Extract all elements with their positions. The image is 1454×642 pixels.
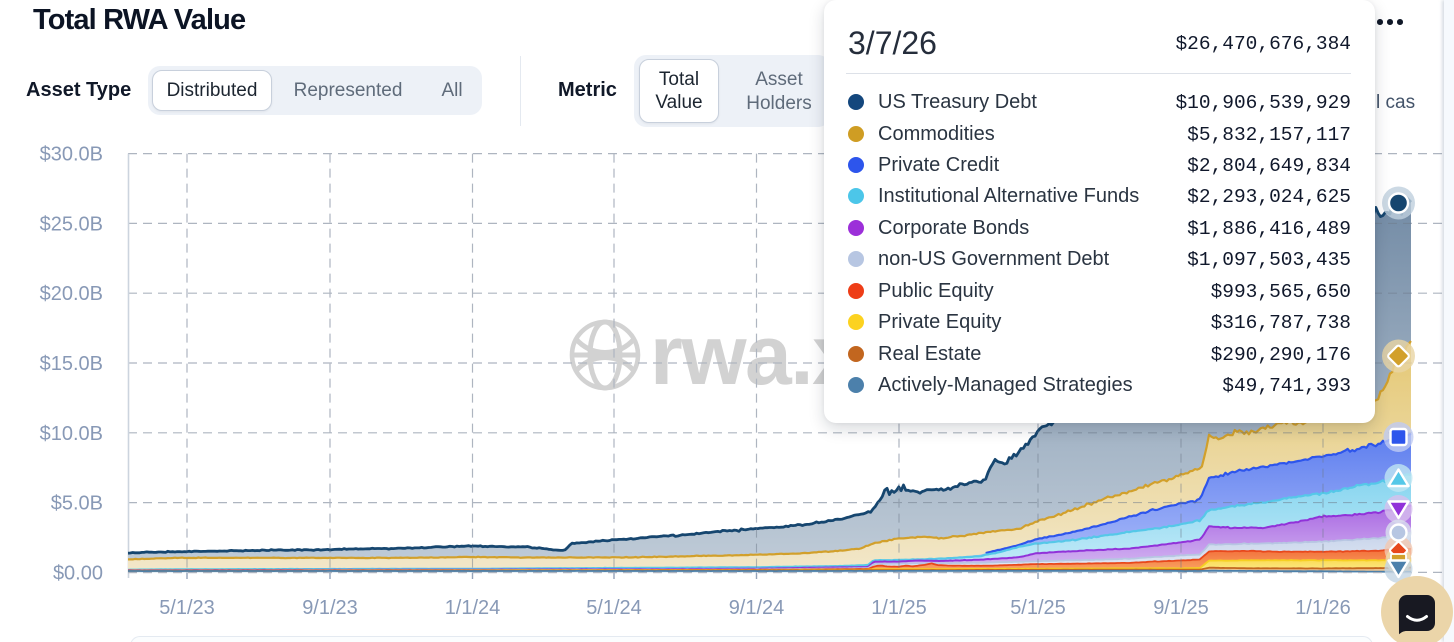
svg-text:1/1/24: 1/1/24 [445,597,501,619]
svg-text:$20.0B: $20.0B [40,283,103,305]
svg-text:$0.00: $0.00 [53,562,103,584]
svg-text:$15.0B: $15.0B [40,353,103,375]
svg-text:$10.0B: $10.0B [40,423,103,445]
svg-text:9/1/23: 9/1/23 [302,597,358,619]
svg-text:1/1/25: 1/1/25 [871,597,927,619]
svg-text:$5.0B: $5.0B [51,493,103,515]
svg-text:$30.0B: $30.0B [40,144,103,166]
svg-text:$25.0B: $25.0B [40,213,103,235]
svg-text:1/1/26: 1/1/26 [1295,597,1351,619]
svg-text:9/1/24: 9/1/24 [729,597,785,619]
svg-text:9/1/25: 9/1/25 [1153,597,1209,619]
svg-text:5/1/25: 5/1/25 [1010,597,1066,619]
svg-text:5/1/23: 5/1/23 [159,597,215,619]
svg-text:5/1/24: 5/1/24 [586,597,642,619]
